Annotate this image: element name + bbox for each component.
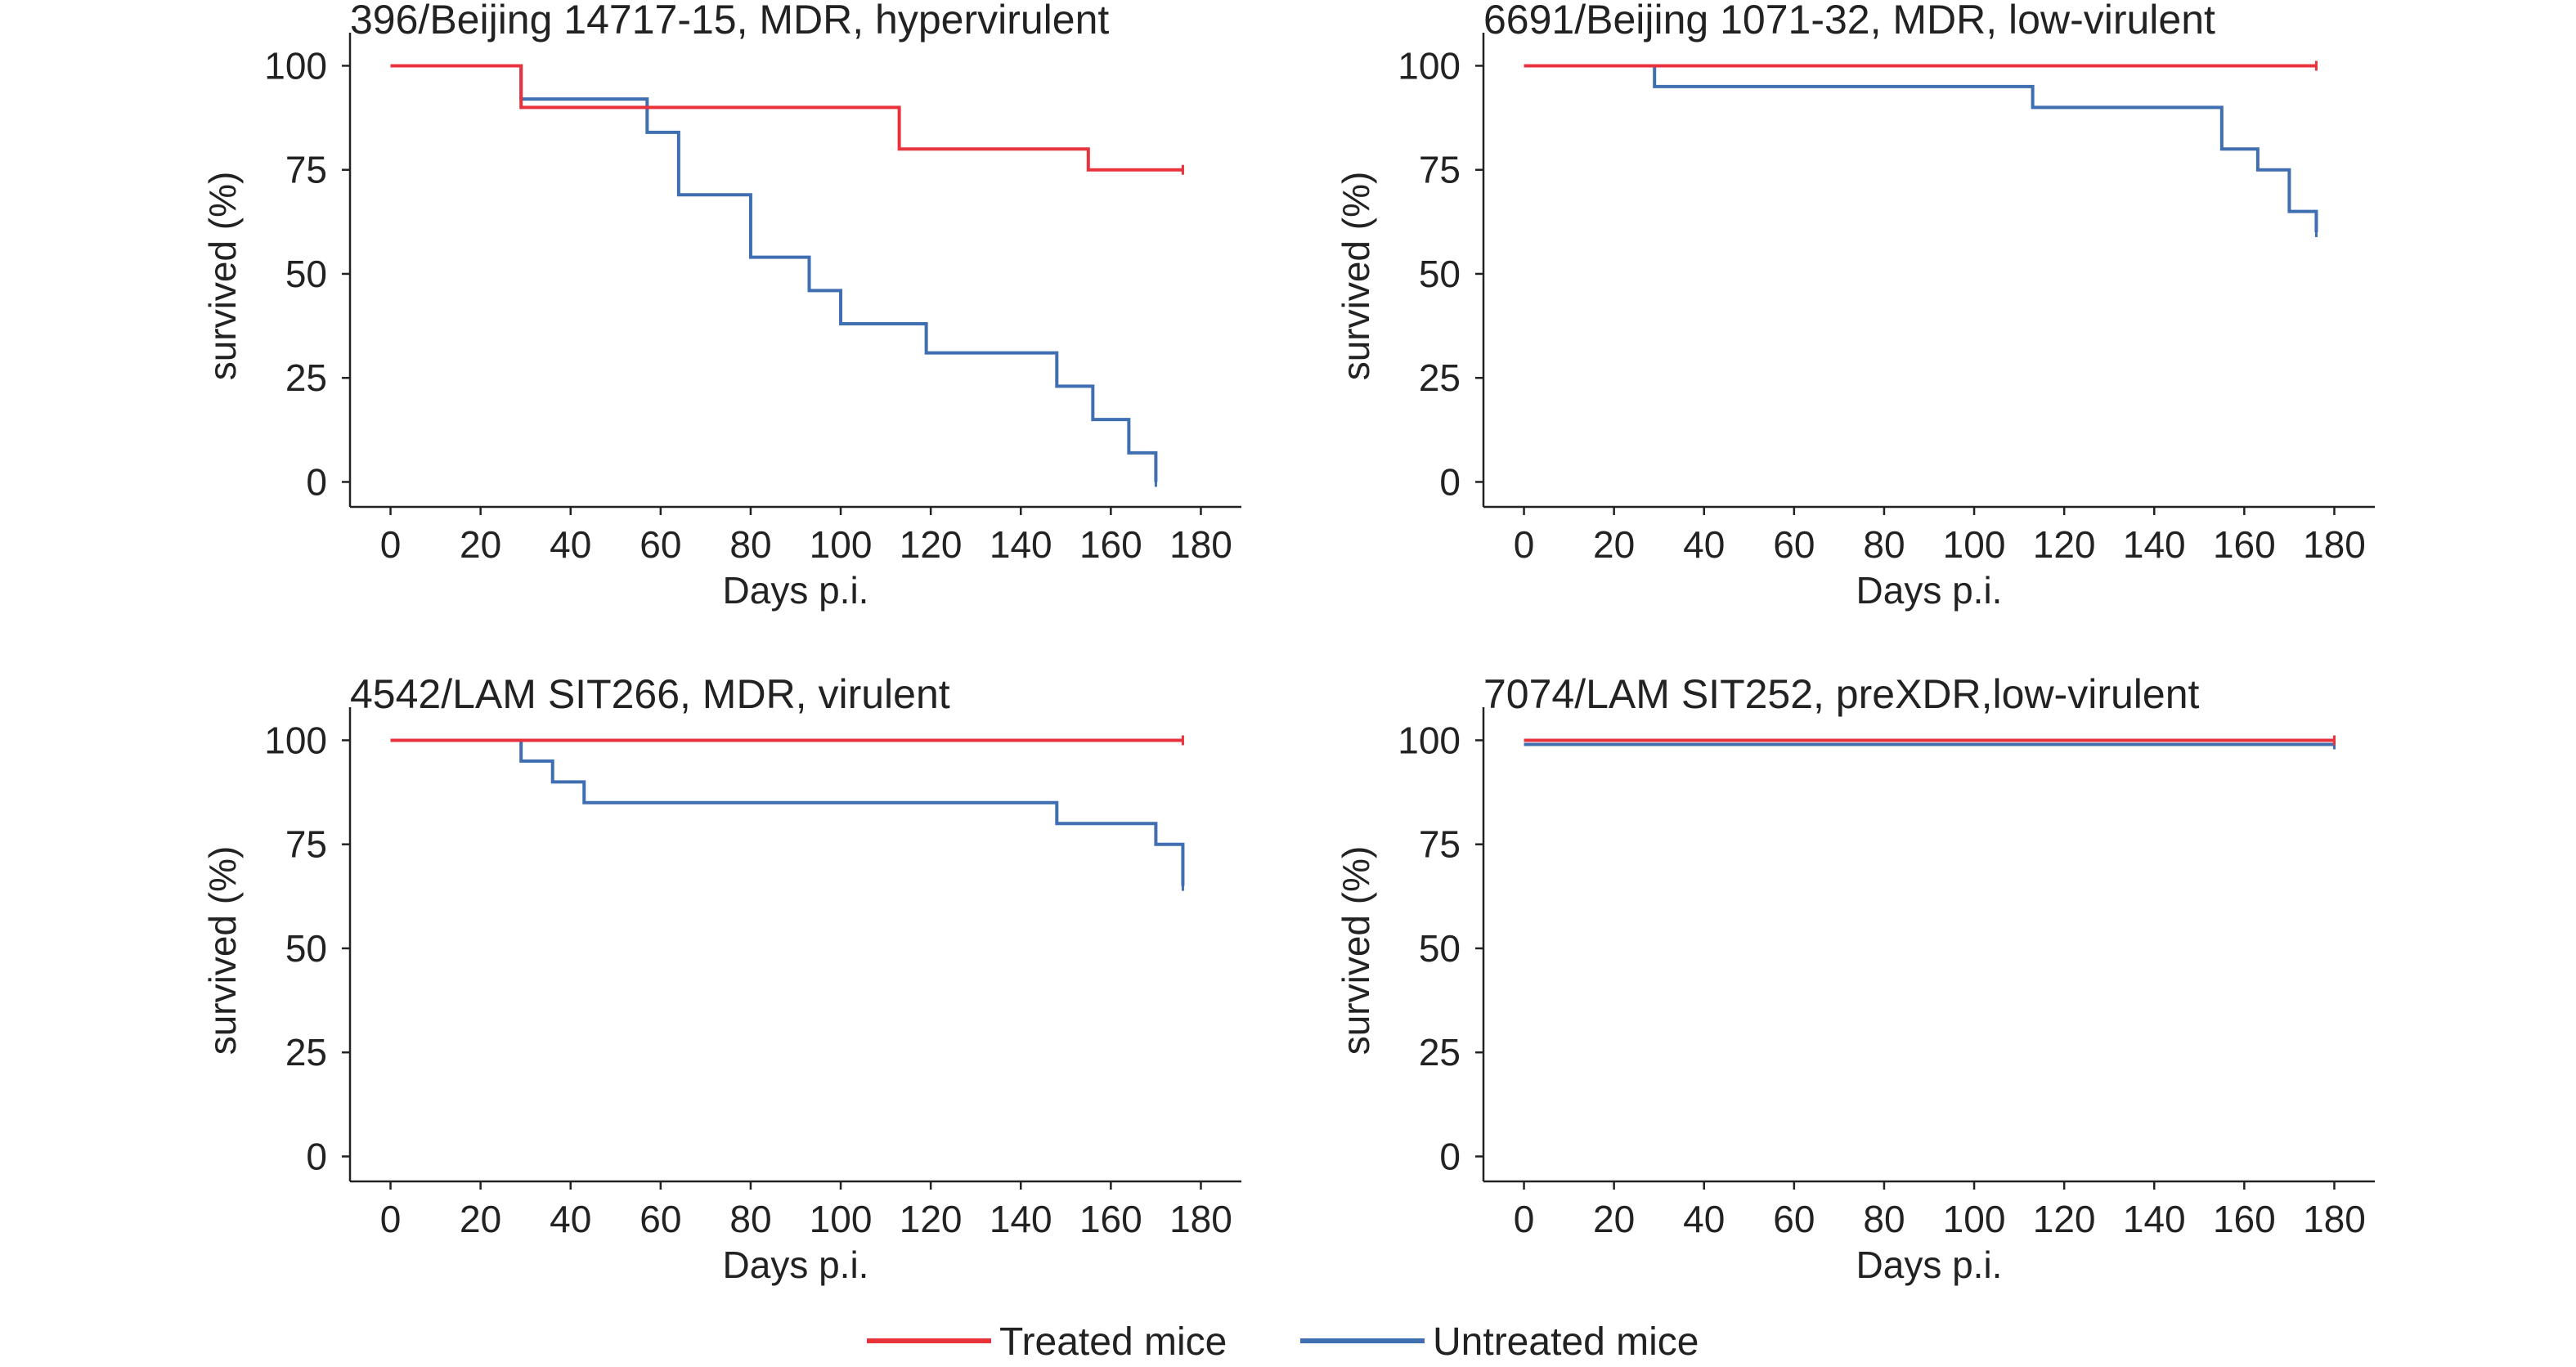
y-tick-label: 75 xyxy=(285,823,327,866)
y-tick-label: 50 xyxy=(1419,927,1461,970)
legend-label-untreated: Untreated mice xyxy=(1433,1320,1699,1364)
x-tick-label: 0 xyxy=(1514,1198,1535,1240)
y-tick-label: 100 xyxy=(264,719,327,761)
x-tick-label: 20 xyxy=(460,523,501,566)
y-tick-label: 0 xyxy=(1439,1135,1461,1177)
x-axis-label: Days p.i. xyxy=(723,1244,869,1286)
x-tick-label: 140 xyxy=(990,523,1052,566)
panel-title: 7074/LAM SIT252, preXDR,low-virulent xyxy=(1483,671,2199,717)
x-tick-label: 0 xyxy=(380,523,402,566)
chart-panel-3: 4542/LAM SIT266, MDR, virulent 0 25 50 75 100… xyxy=(201,671,1241,1286)
panel-title: 4542/LAM SIT266, MDR, virulent xyxy=(350,671,950,717)
series-line-untreated xyxy=(1524,64,2318,233)
x-tick-label: 180 xyxy=(1169,1198,1232,1240)
x-tick-label: 20 xyxy=(1593,1198,1635,1240)
y-axis-label: survived (%) xyxy=(1335,172,1377,381)
x-tick-label: 100 xyxy=(1943,1198,2006,1240)
x-tick-label: 100 xyxy=(810,523,873,566)
y-tick-label: 75 xyxy=(1419,149,1461,191)
y-tick-label: 50 xyxy=(285,253,327,295)
x-tick-label: 40 xyxy=(1683,1198,1725,1240)
x-axis-label: Days p.i. xyxy=(723,569,869,612)
x-tick-label: 160 xyxy=(2213,523,2276,566)
x-axis-label: Days p.i. xyxy=(1856,569,2003,612)
x-tick-label: 120 xyxy=(900,1198,963,1240)
x-tick-label: 40 xyxy=(550,1198,591,1240)
y-tick-label: 25 xyxy=(285,356,327,399)
x-tick-label: 20 xyxy=(460,1198,501,1240)
x-tick-label: 100 xyxy=(1943,523,2006,566)
x-tick-label: 80 xyxy=(1863,1198,1905,1240)
legend: Treated mice Untreated mice xyxy=(867,1320,1699,1364)
y-tick-label: 25 xyxy=(285,1031,327,1073)
panel-title: 396/Beijing 14717-15, MDR, hypervirulent xyxy=(350,0,1109,43)
x-tick-label: 160 xyxy=(1079,523,1142,566)
x-tick-label: 60 xyxy=(640,523,681,566)
y-tick-label: 25 xyxy=(1419,1031,1461,1073)
x-tick-label: 100 xyxy=(810,1198,873,1240)
x-tick-label: 80 xyxy=(1863,523,1905,566)
x-tick-label: 0 xyxy=(380,1198,402,1240)
x-axis-label: Days p.i. xyxy=(1856,1244,2003,1286)
y-tick-label: 0 xyxy=(306,1135,327,1177)
x-tick-label: 0 xyxy=(1514,523,1535,566)
x-tick-label: 80 xyxy=(729,523,771,566)
x-tick-label: 180 xyxy=(2303,1198,2366,1240)
chart-panel-1: 396/Beijing 14717-15, MDR, hypervirulent… xyxy=(201,0,1241,612)
x-tick-label: 60 xyxy=(640,1198,681,1240)
x-tick-label: 40 xyxy=(550,523,591,566)
panel-title: 6691/Beijing 1071-32, MDR, low-virulent xyxy=(1483,0,2215,43)
x-tick-label: 140 xyxy=(990,1198,1052,1240)
x-tick-label: 180 xyxy=(1169,523,1232,566)
y-tick-label: 0 xyxy=(306,460,327,503)
y-tick-label: 25 xyxy=(1419,356,1461,399)
chart-panel-2: 6691/Beijing 1071-32, MDR, low-virulent 0… xyxy=(1335,0,2375,612)
y-axis-label: survived (%) xyxy=(201,846,244,1056)
x-tick-label: 60 xyxy=(1773,523,1815,566)
x-tick-label: 160 xyxy=(1079,1198,1142,1240)
y-tick-label: 100 xyxy=(264,44,327,87)
y-axis-label: survived (%) xyxy=(1335,846,1377,1056)
y-tick-label: 50 xyxy=(1419,253,1461,295)
x-tick-label: 20 xyxy=(1593,523,1635,566)
y-tick-label: 75 xyxy=(285,149,327,191)
series-line-untreated xyxy=(390,738,1185,886)
x-tick-label: 140 xyxy=(2123,1198,2186,1240)
y-tick-label: 50 xyxy=(285,927,327,970)
series-line-treated xyxy=(390,64,1183,172)
chart-panel-4: 7074/LAM SIT252, preXDR,low-virulent 0 25 5… xyxy=(1335,671,2375,1286)
x-tick-label: 60 xyxy=(1773,1198,1815,1240)
x-tick-label: 140 xyxy=(2123,523,2186,566)
chart-panels: 396/Beijing 14717-15, MDR, hypervirulent… xyxy=(201,0,2375,1286)
x-tick-label: 40 xyxy=(1683,523,1725,566)
y-axis-label: survived (%) xyxy=(201,172,244,381)
series-line-untreated xyxy=(390,64,1158,482)
x-tick-label: 160 xyxy=(2213,1198,2276,1240)
x-tick-label: 180 xyxy=(2303,523,2366,566)
x-tick-label: 80 xyxy=(729,1198,771,1240)
y-tick-label: 75 xyxy=(1419,823,1461,866)
y-tick-label: 100 xyxy=(1398,719,1461,761)
y-tick-label: 100 xyxy=(1398,44,1461,87)
x-tick-label: 120 xyxy=(900,523,963,566)
x-tick-label: 120 xyxy=(2033,1198,2096,1240)
y-tick-label: 0 xyxy=(1439,460,1461,503)
legend-label-treated: Treated mice xyxy=(999,1320,1227,1364)
x-tick-label: 120 xyxy=(2033,523,2096,566)
